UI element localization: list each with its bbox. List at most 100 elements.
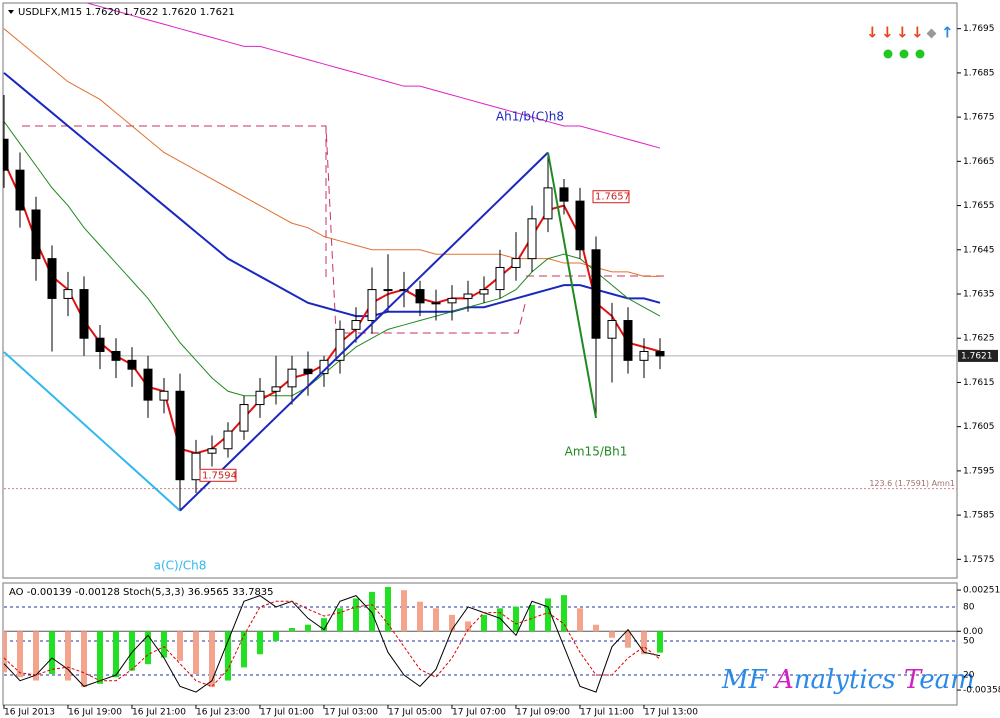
x-tick-label: 17 Jul 03:00 [324,708,378,718]
indicator-title: AO -0.00139 -0.00128 Stoch(5,3,3) 36.956… [9,587,274,598]
ao-bar [641,631,647,655]
candle-body [463,293,473,299]
arrow-icon: ↓ [866,24,879,42]
menu-triangle[interactable] [8,10,14,14]
ao-bar [17,631,23,678]
y-tick-label: 1.7575 [963,555,995,565]
y-tick-label: 1.7655 [963,201,995,211]
wave-line [3,351,181,512]
wave-label: a(C)/Ch8 [154,559,207,573]
ao-bar [3,631,7,673]
x-tick-label: 16 Jul 2013 [4,708,55,718]
candle-body [31,209,41,260]
candle-body [287,368,297,388]
ao-bar [529,605,535,632]
candle-body [3,138,9,171]
ao-bar [577,608,583,632]
ao-bar [49,631,55,674]
x-tick-label: 17 Jul 13:00 [644,708,698,718]
candle-body [591,249,601,339]
candle-body [543,187,553,220]
dot-icon [899,49,909,59]
y2-tick-label: 50 [963,636,975,646]
candle-body [639,350,649,361]
x-tick-label: 17 Jul 11:00 [580,708,634,718]
ao-bar [497,608,503,632]
watermark-part: nalytics [794,665,904,695]
main-frame [2,2,958,579]
arrow-icon: ↑ [941,24,954,42]
ao-bar [353,598,359,632]
candle-body [47,258,57,299]
ao-bar [305,624,311,632]
ao-bar [433,608,439,632]
price-mark-box [592,190,630,204]
candle-body [335,328,345,361]
ao-bar [161,631,167,658]
ao-bar [513,606,519,632]
x-tick-label: 17 Jul 01:00 [260,708,314,718]
ao-bar [401,590,407,632]
ao-bar [625,631,631,648]
ao-bar [465,621,471,632]
indicator-line [85,3,661,149]
price-mark-label: 1.7657 [595,192,630,203]
indicator-line [3,72,661,318]
x-tick-label: 17 Jul 05:00 [388,708,442,718]
candle-body [623,320,633,361]
candle-body [191,452,201,481]
y-tick-label: 1.7645 [963,245,995,255]
stoch-line [3,595,661,693]
ao-bar [289,627,295,632]
ao-bar [257,631,263,655]
price-mark-label: 1.7594 [202,470,237,481]
candle-body [223,430,233,450]
price-mark-box [199,468,237,482]
watermark-part: T [904,665,923,695]
x-tick-label: 16 Jul 23:00 [196,708,250,718]
sub-plot [3,586,957,693]
y-tick-label: 1.7625 [963,334,995,344]
last-price-box [958,349,998,362]
y-tick-label: 0.00 [963,627,983,637]
ao-bar [593,624,599,632]
ao-bar [417,601,423,632]
y-tick-label: 1.7605 [963,422,995,432]
dot-icon [915,49,925,59]
ao-bar [209,631,215,688]
candle-body [255,390,265,406]
candle-body [607,320,617,339]
candle-body [79,289,89,339]
y-tick-label: 1.7615 [963,378,995,388]
candle-body [303,368,313,375]
wave-label: Ah1/b(C)h8 [496,110,564,124]
ao-bar [609,631,615,638]
y-tick-label: 1.7595 [963,466,995,476]
y-tick-label: 1.7675 [963,113,995,123]
candle-body [479,289,489,295]
ao-bar [193,631,199,674]
y2-tick-label: 80 [963,602,975,612]
y-tick-label: 1.7695 [963,24,995,34]
fib-label: 123.6 (1.7591) Amn1 [869,479,955,488]
watermark-part: A [773,665,794,695]
x-tick-label: 17 Jul 09:00 [516,708,570,718]
ao-bar [481,614,487,632]
candle-body [143,368,153,401]
candle-body [159,390,169,401]
candle-body [95,337,105,352]
wave-line [547,152,597,418]
candle-body [15,169,25,211]
candle-body [415,289,425,304]
candle-body [559,187,569,202]
x-tick-label: 16 Jul 19:00 [68,708,122,718]
wave-label: Am15/Bh1 [565,445,628,459]
candle-body [447,297,457,304]
ao-bar [97,631,103,684]
ao-bar [545,598,551,632]
chart-title: USDLFX,M15 1.7620 1.7622 1.7620 1.7621 [18,7,235,18]
y-tick-label: 1.7585 [963,511,995,521]
ao-bar [241,631,247,668]
ao-bar [449,614,455,632]
